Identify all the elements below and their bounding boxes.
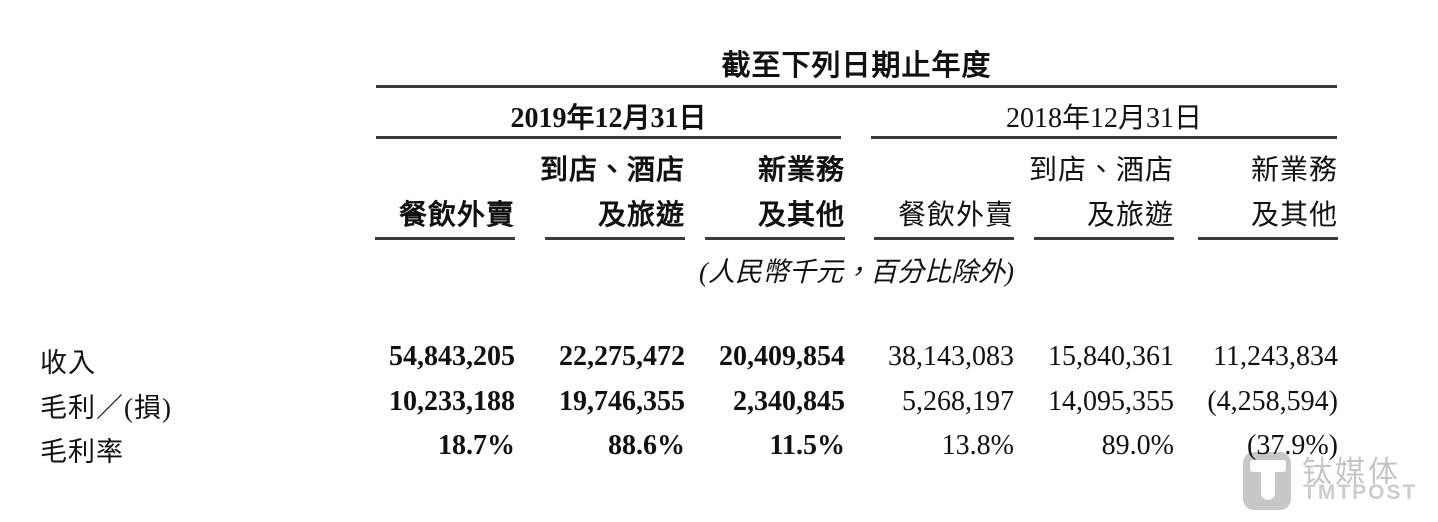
column-header-2019-food-delivery: 餐飲外賣 [285, 148, 515, 238]
table-cell: 20,409,854 [719, 341, 845, 372]
table-cell: 10,233,188 [389, 386, 515, 417]
column-rule-5 [1034, 237, 1174, 240]
table-title: 截至下列日期止年度 [721, 50, 992, 82]
column-header-2018-instore-hotel-travel: 到店、酒店 及旅遊 [944, 148, 1174, 238]
column-rule-3 [705, 237, 845, 240]
column-header-line2: 及旅遊 [1086, 200, 1174, 231]
column-rule-2 [545, 237, 685, 240]
watermark-cn-text: 钛媒体 [1302, 456, 1401, 489]
units-note: (人民幣千元，百分比除外) [699, 257, 1014, 287]
table-cell: 89.0% [1101, 430, 1174, 461]
tmtpost-logo-t-stem [1261, 460, 1275, 500]
row-label-gross-margin: 毛利率 [40, 437, 124, 467]
column-header-2019-instore-hotel-travel: 到店、酒店 及旅遊 [455, 148, 685, 238]
table-cell: 11,243,834 [1213, 341, 1338, 372]
table-cell: 2,340,845 [733, 386, 845, 417]
group-rule-2019 [376, 136, 841, 139]
table-cell: 5,268,197 [902, 386, 1014, 417]
table-cell: 38,143,083 [888, 341, 1014, 372]
column-header-line2: 餐飲外賣 [398, 200, 515, 231]
row-label-gross-profit-loss: 毛利／(損) [40, 393, 172, 423]
column-header-2019-new-initiatives: 新業務 及其他 [615, 148, 845, 238]
table-cell: 18.7% [438, 430, 515, 461]
row-label-revenue: 收入 [40, 348, 96, 378]
table-cell: 11.5% [769, 430, 845, 461]
watermark-en-text: TMTPOST [1303, 481, 1418, 504]
table-cell: 54,843,205 [389, 341, 515, 372]
column-header-line2: 及其他 [757, 200, 845, 231]
column-header-2018-new-initiatives: 新業務 及其他 [1108, 148, 1338, 238]
group-rule-2018 [871, 136, 1337, 139]
column-group-2018: 2018年12月31日 [1005, 103, 1202, 134]
top-rule [376, 85, 1337, 88]
column-rule-1 [375, 237, 515, 240]
column-rule-6 [1198, 237, 1338, 240]
table-cell: 14,095,355 [1048, 386, 1174, 417]
column-header-line2: 及旅遊 [597, 200, 685, 231]
table-cell: 19,746,355 [559, 386, 685, 417]
table-cell: 13.8% [941, 430, 1014, 461]
column-header-line1: 新業務 [757, 155, 845, 186]
column-group-2019: 2019年12月31日 [510, 103, 707, 134]
column-header-2018-food-delivery: 餐飲外賣 [784, 148, 1014, 238]
table-cell: 22,275,472 [559, 341, 685, 372]
table-cell: 15,840,361 [1048, 341, 1174, 372]
table-cell: (4,258,594) [1207, 386, 1338, 417]
column-header-line1: 到店、酒店 [1028, 155, 1174, 186]
column-header-line1: 到店、酒店 [539, 155, 685, 186]
table-cell: 88.6% [608, 430, 685, 461]
column-rule-4 [874, 237, 1014, 240]
column-header-line2: 及其他 [1250, 200, 1338, 231]
table-cell: (37.9%) [1247, 430, 1338, 461]
column-header-line1: 新業務 [1250, 155, 1338, 186]
column-header-line2: 餐飲外賣 [897, 200, 1014, 231]
